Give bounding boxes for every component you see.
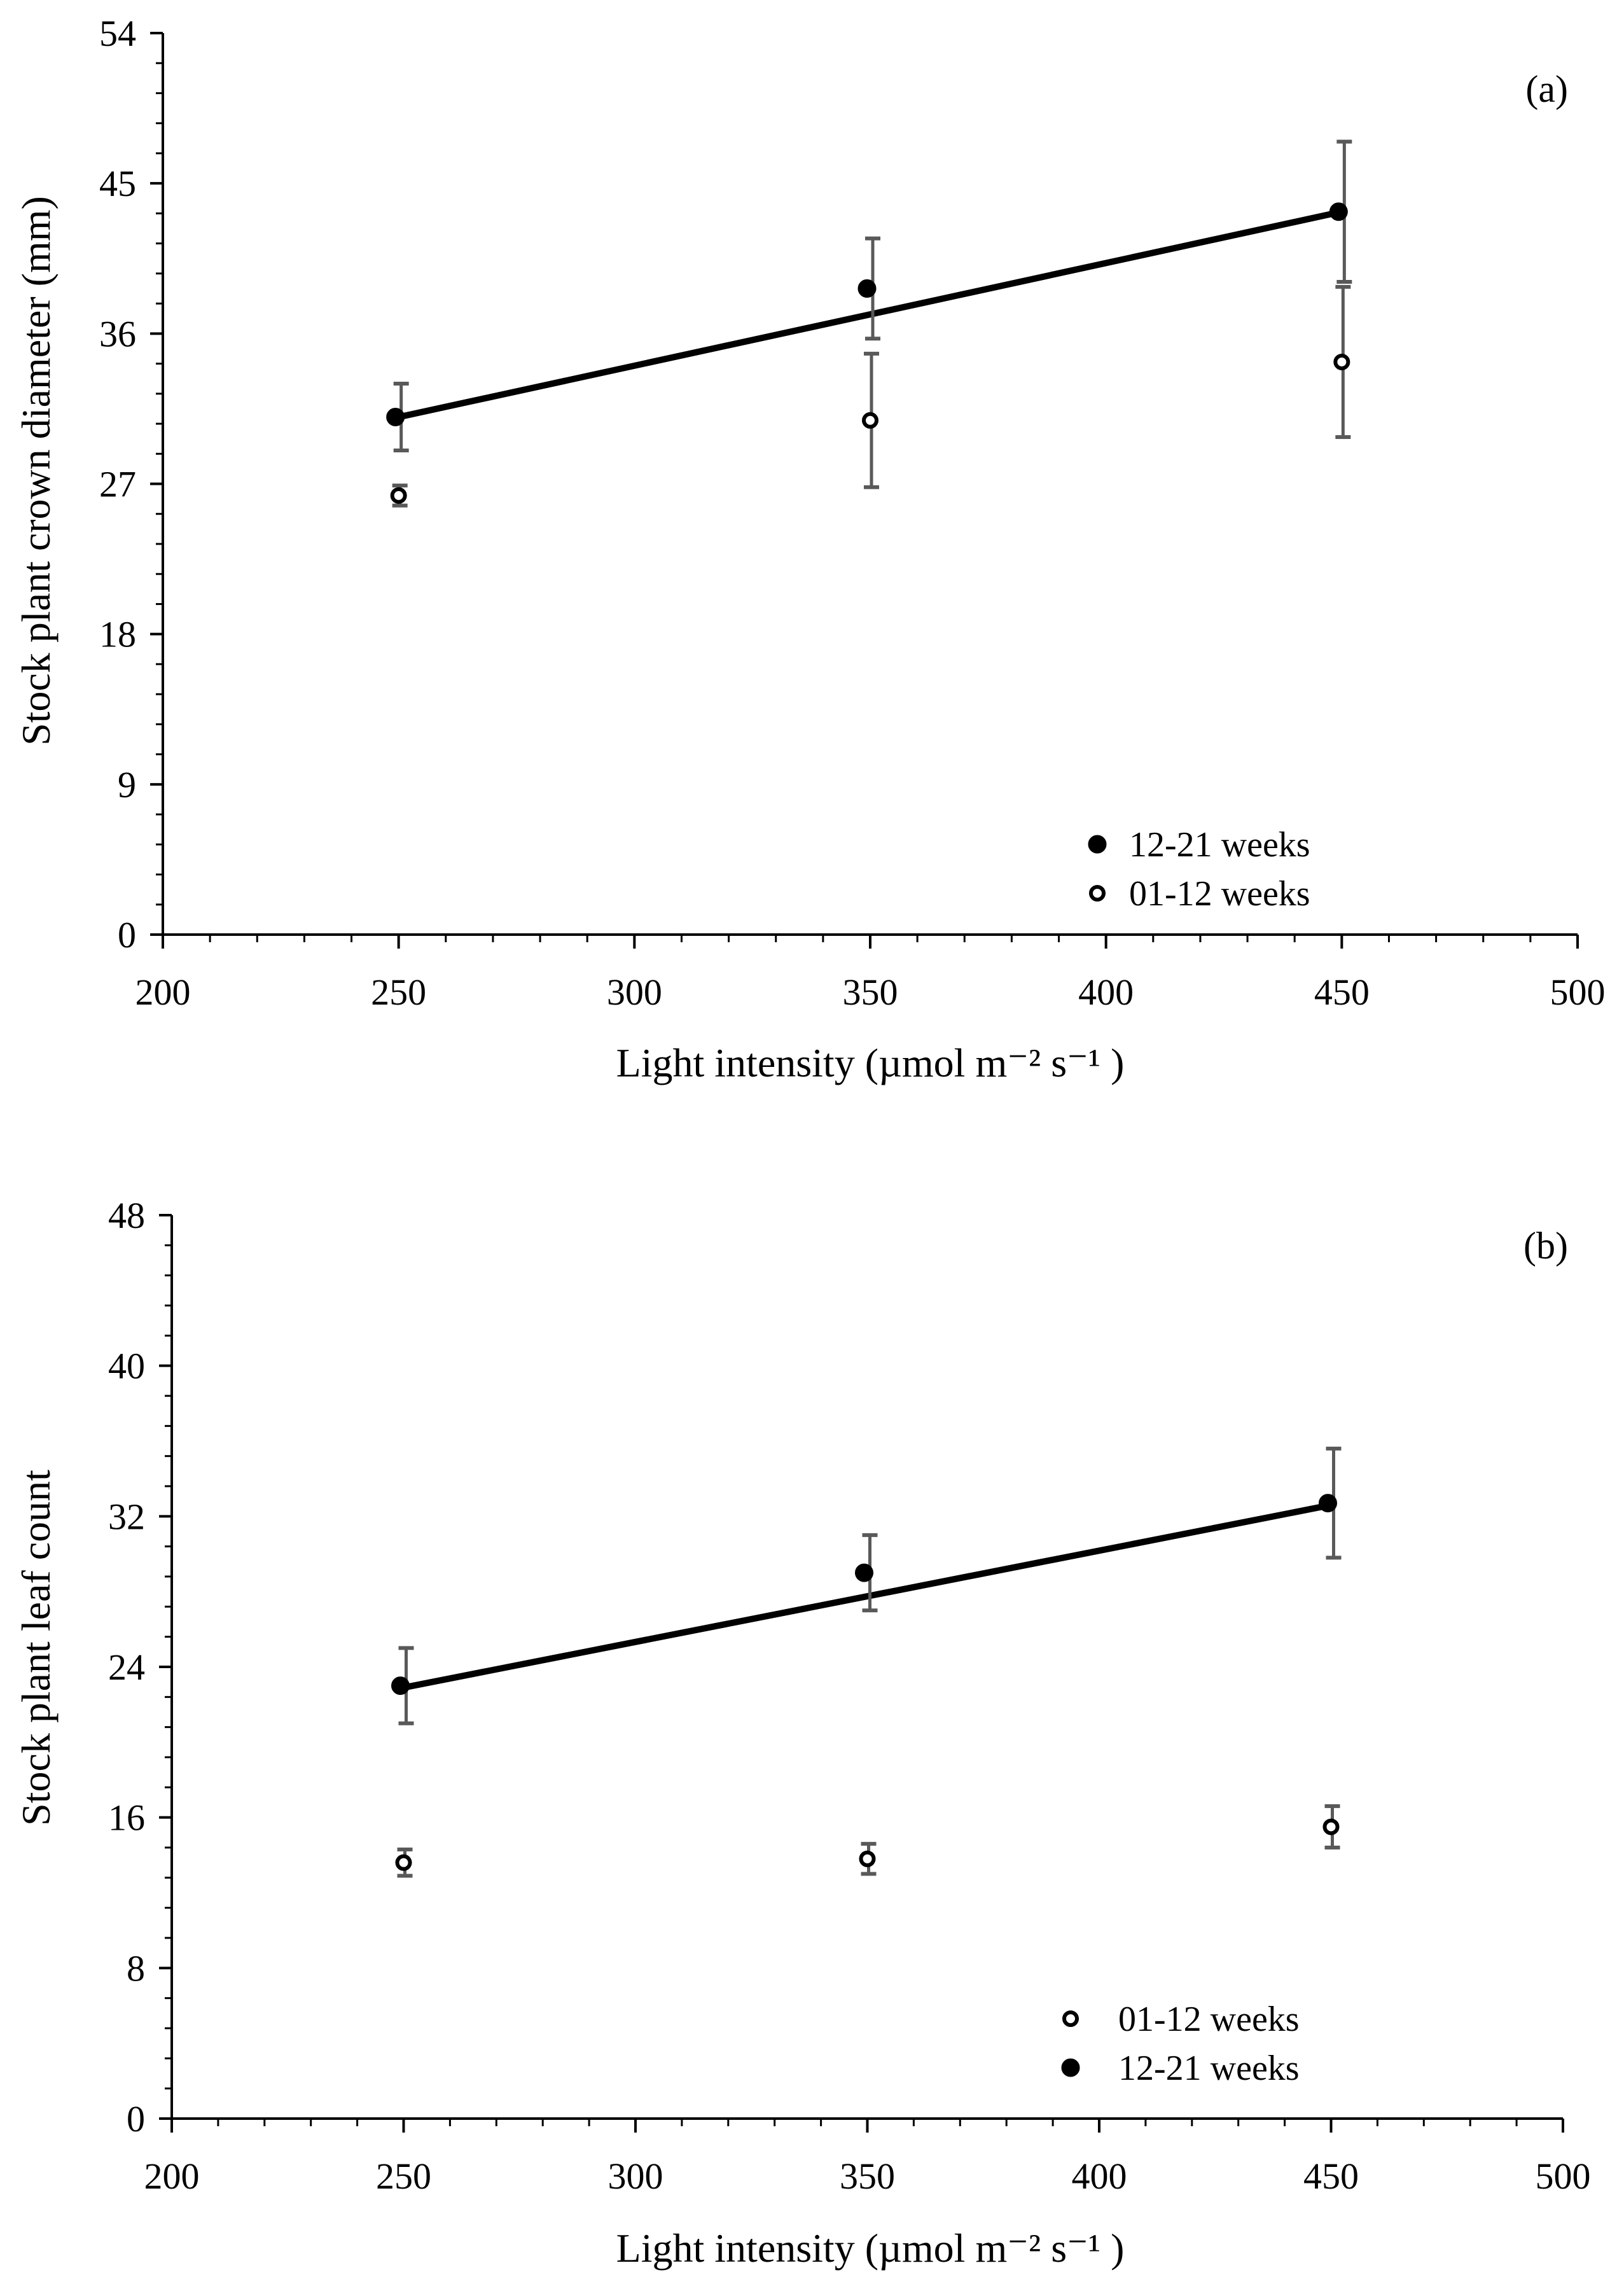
panel-a-legend-marker-filled [1088,835,1107,854]
panel-b-trendlines [400,1501,1335,1691]
panel-b-y-tick-label: 24 [108,1647,145,1688]
panel-a-point-filled [857,279,877,298]
panel-a-legend-marker-open [1089,885,1106,902]
panel-a-y-tick-label: 18 [99,614,136,655]
panel-b-y-tick-label: 32 [108,1496,145,1537]
panel-b-point-open [859,1850,876,1867]
panel-b-y-tick-label: 8 [127,1947,145,1989]
panel-a-y-tick-label: 27 [99,464,136,505]
panel-b-x-tick-label: 500 [1536,2155,1591,2197]
panel-a-x-axis-title: Light intensity (µmol m⁻² s⁻¹ ) [616,1040,1125,1085]
panel-b-point-open [1322,1818,1340,1835]
panel-a-x-tick-label: 350 [843,971,898,1013]
panel-a-legend-label-filled: 12-21 weeks [1129,825,1310,865]
panel-b-ticks [159,1214,1564,2133]
panel-a-point-filled [1329,202,1348,221]
panel-a-x-tick-label: 400 [1078,971,1134,1013]
panel-a-y-tick-label: 0 [118,914,136,956]
panel-b-legend-label-open: 01-12 weeks [1118,2000,1300,2039]
panel-a-x-tick-label: 200 [135,971,191,1013]
panel-a-y-tick-label: 45 [99,163,136,204]
panel-a-tick-labels: 0 9 18 27 36 45 54 200 250 300 350 400 450 500 [99,13,1606,1013]
panel-b-x-tick-label: 300 [608,2155,663,2197]
panel-a-point-open [390,487,407,504]
panel-b-point-filled [1319,1494,1337,1513]
panel-a-y-tick-label: 54 [99,13,136,54]
panel-a-point-open [1333,353,1350,370]
panel-b-label: (b) [1523,1225,1568,1267]
panel-b-x-tick-label: 250 [376,2155,431,2197]
chart-panel-a: 0 9 18 27 36 45 54 200 250 300 350 400 450 500 12-21 … [13,13,1606,1085]
panel-b-y-axis-title: Stock plant leaf count [13,1470,59,1826]
panel-a-trendlines [395,208,1345,421]
panel-b-point-filled [391,1676,410,1696]
panel-a-x-tick-label: 450 [1314,971,1370,1013]
panel-a-legend-label-open: 01-12 weeks [1129,874,1310,914]
panel-a-label: (a) [1525,68,1568,110]
panel-b-tick-labels: 0 8 16 24 32 40 48 200 250 300 350 400 450 500 [108,1195,1591,2197]
panel-a-y-tick-label: 9 [118,764,136,805]
panel-b-x-tick-label: 450 [1303,2155,1359,2197]
panel-a-point-filled [386,408,405,427]
panel-b-y-tick-label: 48 [108,1195,145,1236]
panel-b-x-tick-label: 200 [144,2155,200,2197]
panel-a-y-tick-label: 36 [99,313,136,354]
panel-a-x-tick-label: 300 [607,971,662,1013]
panel-a-error-bars [392,139,1352,508]
panel-b-x-tick-label: 350 [840,2155,895,2197]
panel-b-legend-marker-filled [1061,2058,1080,2077]
panel-a-points [386,202,1350,504]
panel-a-legend: 12-21 weeks 01-12 weeks [1088,825,1310,914]
panel-b-y-tick-label: 16 [108,1797,145,1839]
panel-b-y-tick-label: 40 [108,1346,145,1387]
panel-b-x-tick-label: 400 [1072,2155,1127,2197]
panel-a-x-tick-label: 250 [371,971,426,1013]
panel-a-point-open [862,412,878,429]
panel-b-x-axis-title: Light intensity (µmol m⁻² s⁻¹ ) [616,2225,1125,2271]
panel-b-y-tick-label: 0 [127,2098,145,2140]
panel-a-trendline-filled [395,208,1345,421]
chart-panel-b: 0 8 16 24 32 40 48 200 250 300 350 400 450 500 01-12 … [13,1195,1591,2271]
panel-a-x-tick-label: 500 [1550,971,1606,1013]
panel-b-point-open [395,1854,412,1871]
panel-b-point-filled [855,1563,873,1582]
panel-b-legend: 01-12 weeks 12-21 weeks [1061,2000,1300,2088]
panel-b-points [391,1494,1340,1871]
panel-b-axes [170,1215,1563,2120]
panel-a-ticks [150,32,1579,949]
panel-b-trendline-filled [400,1501,1335,1691]
panel-b-legend-label-filled: 12-21 weeks [1118,2049,1300,2088]
panel-b-legend-marker-open [1062,2010,1079,2027]
panel-a-y-axis-title: Stock plant crown diameter (mm) [13,196,59,746]
